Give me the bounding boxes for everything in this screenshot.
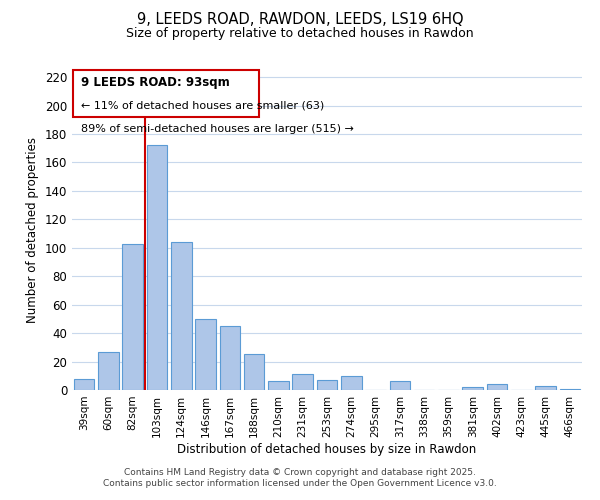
- Bar: [292, 374, 313, 390]
- Text: Contains HM Land Registry data © Crown copyright and database right 2025.
Contai: Contains HM Land Registry data © Crown c…: [103, 468, 497, 487]
- Text: 89% of semi-detached houses are larger (515) →: 89% of semi-detached houses are larger (…: [81, 124, 354, 134]
- FancyBboxPatch shape: [73, 70, 259, 117]
- Bar: [195, 319, 216, 390]
- Bar: [74, 378, 94, 390]
- Text: ← 11% of detached houses are smaller (63): ← 11% of detached houses are smaller (63…: [81, 100, 324, 110]
- Bar: [560, 388, 580, 390]
- Text: 9, LEEDS ROAD, RAWDON, LEEDS, LS19 6HQ: 9, LEEDS ROAD, RAWDON, LEEDS, LS19 6HQ: [137, 12, 463, 28]
- X-axis label: Distribution of detached houses by size in Rawdon: Distribution of detached houses by size …: [178, 442, 476, 456]
- Bar: [487, 384, 508, 390]
- Y-axis label: Number of detached properties: Number of detached properties: [26, 137, 39, 323]
- Bar: [389, 382, 410, 390]
- Bar: [122, 244, 143, 390]
- Bar: [220, 326, 240, 390]
- Text: 9 LEEDS ROAD: 93sqm: 9 LEEDS ROAD: 93sqm: [81, 76, 230, 90]
- Bar: [535, 386, 556, 390]
- Bar: [268, 382, 289, 390]
- Bar: [317, 380, 337, 390]
- Bar: [171, 242, 191, 390]
- Bar: [244, 354, 265, 390]
- Bar: [146, 146, 167, 390]
- Bar: [463, 387, 483, 390]
- Bar: [98, 352, 119, 390]
- Text: Size of property relative to detached houses in Rawdon: Size of property relative to detached ho…: [126, 28, 474, 40]
- Bar: [341, 376, 362, 390]
